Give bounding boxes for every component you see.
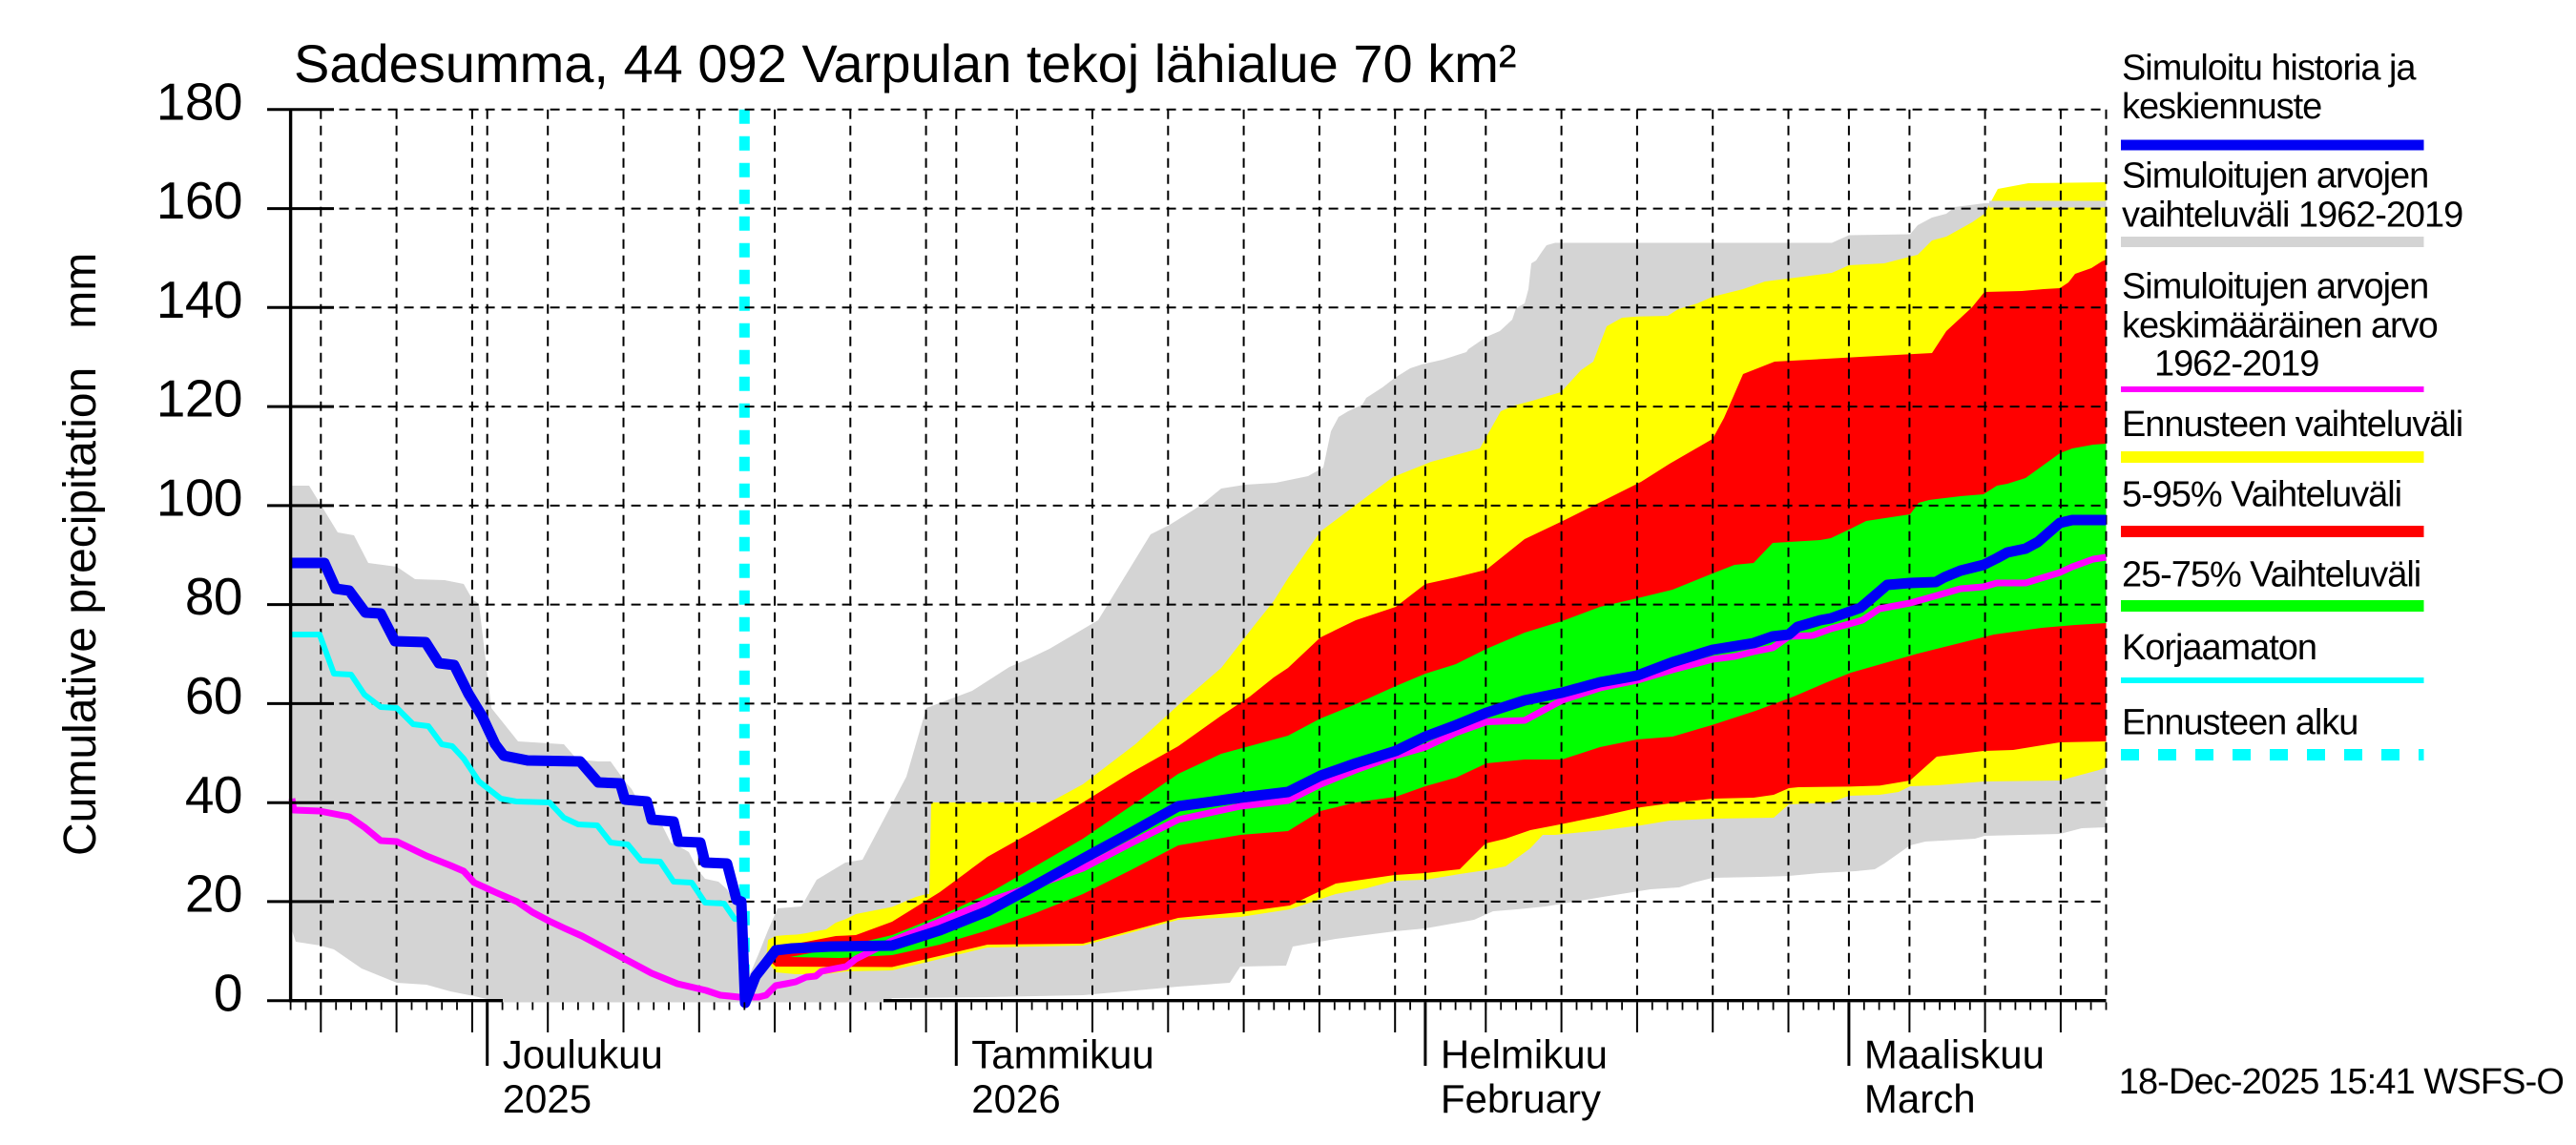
svg-text:18-Dec-2025 15:41 WSFS-O: 18-Dec-2025 15:41 WSFS-O bbox=[2119, 1062, 2564, 1102]
svg-text:Korjaamaton: Korjaamaton bbox=[2122, 628, 2316, 668]
svg-text:Sadesumma, 44 092 Varpulan tek: Sadesumma, 44 092 Varpulan tekoj lähialu… bbox=[294, 33, 1517, 94]
svg-text:Cumulative precipitation mm: Cumulative precipitation mm bbox=[55, 253, 106, 856]
svg-text:2025: 2025 bbox=[503, 1076, 592, 1121]
svg-text:vaihteluväli 1962-2019: vaihteluväli 1962-2019 bbox=[2122, 196, 2462, 236]
svg-text:Ennusteen vaihteluväli: Ennusteen vaihteluväli bbox=[2122, 405, 2462, 445]
svg-text:100: 100 bbox=[156, 468, 242, 528]
svg-text:25-75% Vaihteluväli: 25-75% Vaihteluväli bbox=[2122, 555, 2420, 595]
svg-text:180: 180 bbox=[156, 72, 242, 131]
svg-text:160: 160 bbox=[156, 171, 242, 230]
svg-text:40: 40 bbox=[185, 765, 242, 824]
svg-text:Simuloitu historia ja: Simuloitu historia ja bbox=[2122, 49, 2417, 89]
svg-text:5-95% Vaihteluväli: 5-95% Vaihteluväli bbox=[2122, 475, 2401, 515]
svg-text:120: 120 bbox=[156, 369, 242, 428]
svg-text:2026: 2026 bbox=[971, 1076, 1060, 1121]
svg-text:80: 80 bbox=[185, 567, 242, 626]
svg-text:Maaliskuu: Maaliskuu bbox=[1864, 1032, 2045, 1077]
svg-text:Simuloitujen arvojen: Simuloitujen arvojen bbox=[2122, 156, 2428, 197]
svg-text:Simuloitujen arvojen: Simuloitujen arvojen bbox=[2122, 267, 2428, 307]
svg-text:Joulukuu: Joulukuu bbox=[503, 1032, 663, 1077]
svg-text:0: 0 bbox=[214, 963, 242, 1022]
svg-text:keskimääräinen arvo: keskimääräinen arvo bbox=[2122, 306, 2438, 346]
svg-text:March: March bbox=[1864, 1076, 1976, 1121]
svg-text:20: 20 bbox=[185, 864, 242, 924]
svg-text:60: 60 bbox=[185, 666, 242, 725]
svg-text:Ennusteen alku: Ennusteen alku bbox=[2122, 703, 2358, 743]
svg-text:February: February bbox=[1441, 1076, 1601, 1121]
svg-text:Tammikuu: Tammikuu bbox=[971, 1032, 1153, 1077]
svg-text:140: 140 bbox=[156, 270, 242, 329]
svg-text:keskiennuste: keskiennuste bbox=[2122, 87, 2321, 127]
svg-text:Helmikuu: Helmikuu bbox=[1441, 1032, 1608, 1077]
svg-text:1962-2019: 1962-2019 bbox=[2154, 344, 2318, 385]
